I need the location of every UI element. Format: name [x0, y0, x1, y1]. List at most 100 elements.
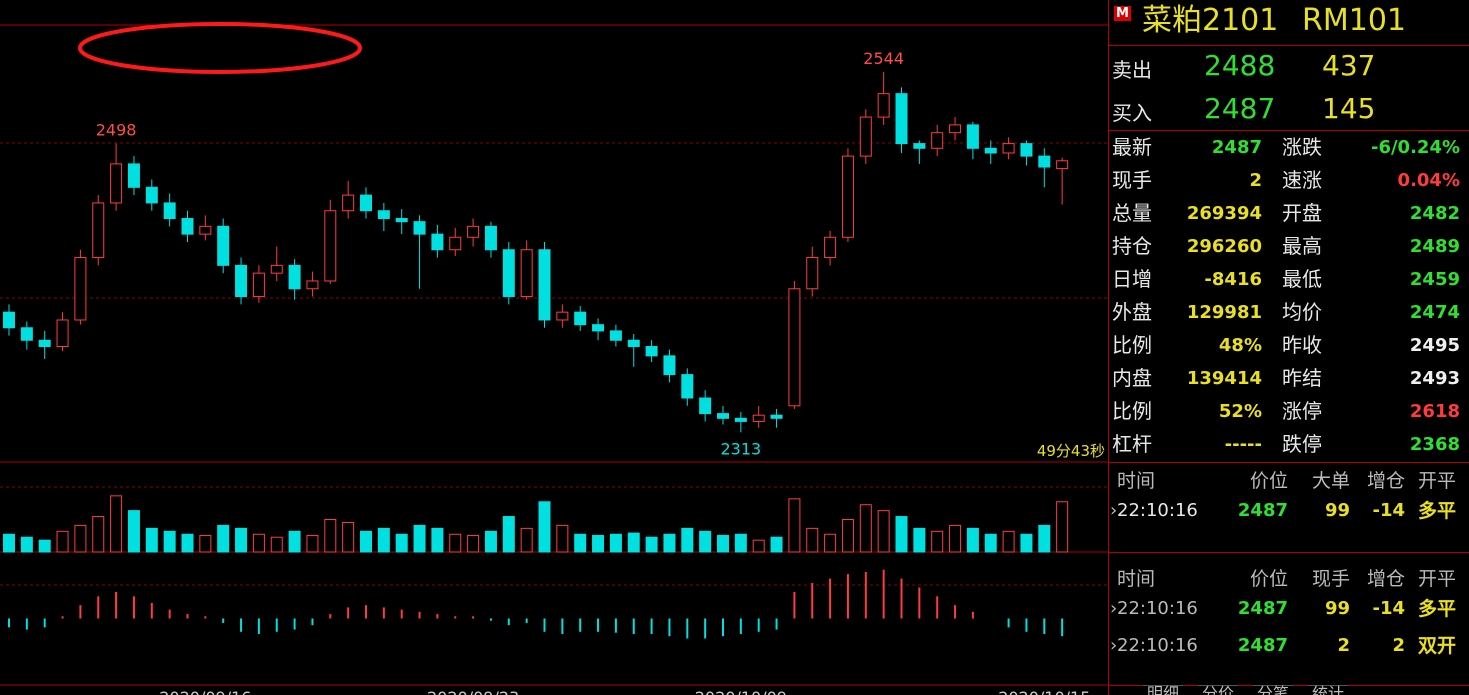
- high-label: 2544: [863, 49, 904, 68]
- quote-label: 买入: [1112, 101, 1152, 125]
- volume-bar: [74, 524, 87, 553]
- candle-body: [502, 249, 515, 298]
- table-cell: 22:10:16: [1117, 598, 1198, 619]
- candle-body: [1056, 160, 1069, 170]
- stat-label: 杠杆: [1112, 432, 1152, 456]
- stat-value: 2368: [1409, 434, 1460, 455]
- volume-bar: [877, 510, 890, 553]
- candle-body: [92, 202, 105, 259]
- candle-body: [199, 225, 212, 235]
- volume-bar: [484, 530, 497, 553]
- tab[interactable]: 分价: [1198, 685, 1239, 695]
- candle-body: [609, 330, 622, 341]
- separator: [1109, 45, 1469, 46]
- stat-value: 52%: [1218, 401, 1262, 422]
- stat-label: 昨收: [1282, 333, 1322, 357]
- candle-body: [895, 93, 908, 145]
- contract-code: RM101: [1302, 3, 1406, 38]
- stat-label: 内盘: [1112, 366, 1152, 390]
- table-cell: 99: [1324, 500, 1350, 521]
- candle-body: [984, 147, 997, 154]
- x-tick-label: 2020/10/15: [998, 688, 1090, 695]
- candle-body: [949, 124, 962, 134]
- volume-bar: [342, 521, 355, 553]
- volume-bar: [38, 539, 51, 553]
- candle-body: [181, 218, 194, 235]
- separator: [1109, 130, 1469, 131]
- volume-bar: [538, 501, 551, 553]
- table-cell: 多平: [1418, 500, 1457, 522]
- candle-body: [592, 324, 605, 332]
- candle-body: [217, 225, 230, 266]
- volume-bar: [645, 536, 658, 553]
- candle-body: [395, 218, 408, 223]
- volume-bar: [699, 530, 712, 553]
- volume-bar: [181, 533, 194, 553]
- volume-bar: [145, 527, 158, 553]
- x-tick-label: 2020/09/23: [427, 688, 519, 695]
- stat-label: 跌停: [1282, 432, 1322, 456]
- candle-body: [324, 210, 337, 282]
- highlight-ellipse: [78, 22, 362, 74]
- table-cell: 双开: [1418, 635, 1457, 657]
- quote-volume: 145: [1322, 92, 1376, 125]
- volume-bar: [56, 530, 69, 553]
- candle-body: [824, 236, 837, 259]
- table-cell: 2: [1392, 635, 1405, 656]
- volume-bar: [127, 510, 140, 553]
- candle-body: [413, 221, 426, 235]
- volume-bar: [449, 533, 462, 553]
- volume-bar: [806, 527, 819, 553]
- candle-body: [449, 236, 462, 251]
- candle-body: [1020, 143, 1033, 157]
- tab[interactable]: 分笔: [1253, 685, 1294, 695]
- x-tick-label: 2020/09/16: [159, 688, 251, 695]
- divider: [1108, 0, 1109, 695]
- table-header: 时间: [1117, 470, 1156, 492]
- volume-bar: [306, 534, 319, 553]
- tab[interactable]: 统计: [1308, 685, 1349, 695]
- quote-label: 卖出: [1112, 58, 1152, 82]
- x-tick-label: 2020/10/09: [695, 688, 787, 695]
- volume-bar: [502, 516, 515, 553]
- stat-value: 2493: [1409, 368, 1460, 389]
- candle-body: [484, 225, 497, 251]
- candle-body: [574, 311, 587, 326]
- volume-bar: [913, 527, 926, 553]
- volume-bar: [609, 533, 622, 553]
- table-cell: -14: [1372, 598, 1405, 619]
- table-header: 价位: [1249, 568, 1288, 590]
- stat-label: 速涨: [1282, 168, 1322, 192]
- stat-label: 日增: [1112, 267, 1152, 291]
- table-cell: 99: [1324, 598, 1350, 619]
- row-marker: ›: [1110, 500, 1118, 521]
- stat-label: 总量: [1112, 201, 1152, 225]
- volume-bar: [824, 533, 837, 553]
- table-cell: 2: [1337, 635, 1350, 656]
- tab[interactable]: 明细: [1143, 685, 1184, 695]
- volume-bar: [199, 534, 212, 553]
- candle-body: [467, 225, 480, 238]
- countdown: 49分43秒: [1037, 442, 1105, 460]
- table-header: 开平: [1418, 568, 1457, 590]
- quote-price: 2487: [1204, 92, 1276, 125]
- volume-bar: [895, 516, 908, 553]
- candle-body: [38, 339, 51, 348]
- volume-bar: [984, 533, 997, 553]
- volume-bar: [431, 527, 444, 553]
- candle-body: [288, 264, 301, 290]
- stat-label: 比例: [1112, 333, 1152, 357]
- candle-body: [538, 249, 551, 321]
- candle-body: [788, 288, 801, 407]
- volume-bar: [770, 536, 783, 553]
- candle-body: [20, 327, 33, 341]
- table-cell: 2487: [1237, 635, 1288, 656]
- stat-label: 持仓: [1112, 234, 1152, 258]
- stat-value: 269394: [1186, 203, 1262, 224]
- stat-value: 2459: [1409, 269, 1460, 290]
- stat-label: 最高: [1282, 234, 1322, 258]
- candle-body: [841, 155, 854, 238]
- stat-value: -----: [1224, 434, 1262, 455]
- volume-bar: [110, 495, 123, 553]
- high-label: 2498: [96, 121, 137, 140]
